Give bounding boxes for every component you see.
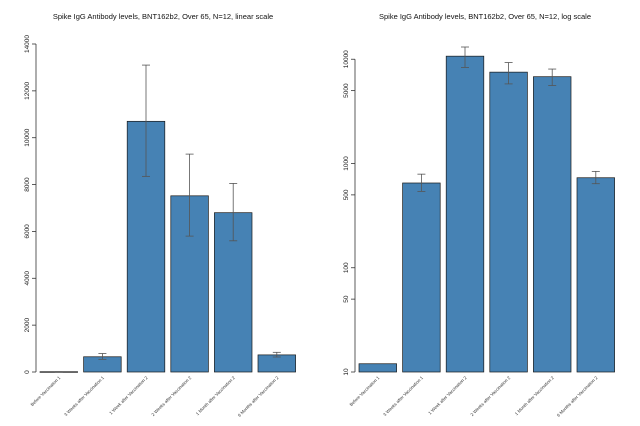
chart-title-log: Spike IgG Antibody levels, BNT162b2, Ove… xyxy=(379,12,591,21)
category-label: 1 Month after Vaccination 2 xyxy=(195,375,236,416)
bar xyxy=(358,363,397,373)
category-label: 3 Weeks after Vaccination 1 xyxy=(382,375,424,417)
y-tick-label: 10000 xyxy=(24,128,31,146)
category-label: 1 Week after Vaccination 2 xyxy=(427,375,468,416)
y-tick-label: 14000 xyxy=(24,35,31,53)
y-tick-label: 4000 xyxy=(24,271,31,286)
category-label: 6 Months after Vaccination 2 xyxy=(237,375,280,418)
y-tick-label: 10000 xyxy=(343,50,350,68)
bar xyxy=(445,55,485,373)
category-label: 1 Month after Vaccination 2 xyxy=(514,375,555,416)
y-tick-label: 500 xyxy=(343,189,350,200)
y-tick-label: 12000 xyxy=(24,81,31,99)
bar xyxy=(257,354,296,373)
bar xyxy=(533,76,572,373)
category-label: 3 Weeks after Vaccination 1 xyxy=(63,375,105,417)
y-tick-label: 100 xyxy=(343,262,350,273)
bar xyxy=(489,71,528,373)
category-label: 1 Week after Vaccination 2 xyxy=(108,375,149,416)
log-scale-chart: Spike IgG Antibody levels, BNT162b2, Ove… xyxy=(343,12,615,418)
bar xyxy=(402,182,441,373)
category-label: 2 Weeks after Vaccination 2 xyxy=(150,375,192,417)
y-tick-label: 5000 xyxy=(343,83,350,98)
category-label: Before Vaccination 1 xyxy=(349,375,381,407)
y-tick-label: 50 xyxy=(343,295,350,303)
y-tick-label: 1000 xyxy=(343,156,350,171)
category-label: 6 Months after Vaccination 2 xyxy=(556,375,599,418)
category-label: Before Vaccination 1 xyxy=(30,375,62,407)
y-tick-label: 8000 xyxy=(24,177,31,192)
y-tick-label: 6000 xyxy=(24,224,31,239)
category-label: 2 Weeks after Vaccination 2 xyxy=(469,375,511,417)
y-tick-label: 0 xyxy=(24,370,31,374)
bar xyxy=(576,177,615,373)
y-tick-label: 10 xyxy=(343,368,350,376)
chart-title-linear: Spike IgG Antibody levels, BNT162b2, Ove… xyxy=(53,12,273,21)
linear-scale-chart: Spike IgG Antibody levels, BNT162b2, Ove… xyxy=(24,12,296,418)
y-tick-label: 2000 xyxy=(24,318,31,333)
